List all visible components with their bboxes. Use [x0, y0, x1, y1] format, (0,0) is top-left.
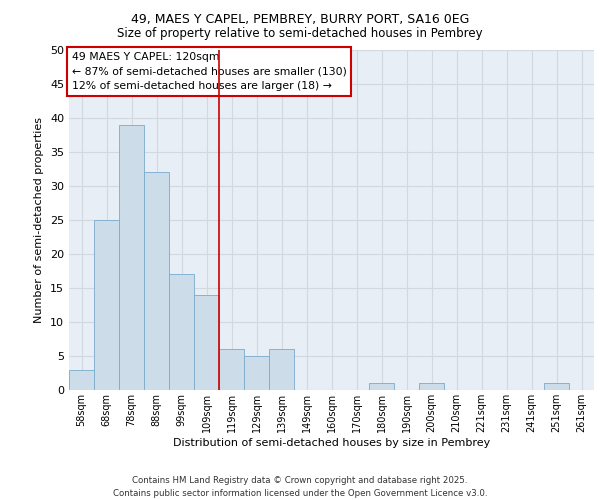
Bar: [169, 274, 194, 390]
Bar: [119, 125, 144, 390]
Text: Size of property relative to semi-detached houses in Pembrey: Size of property relative to semi-detach…: [117, 28, 483, 40]
Bar: [144, 172, 169, 390]
Bar: [94, 220, 119, 390]
Bar: [69, 370, 94, 390]
Bar: [219, 349, 244, 390]
Bar: [369, 383, 394, 390]
Bar: [194, 295, 219, 390]
Bar: [544, 383, 569, 390]
Bar: [269, 349, 294, 390]
Y-axis label: Number of semi-detached properties: Number of semi-detached properties: [34, 117, 44, 323]
Bar: [244, 356, 269, 390]
Text: 49 MAES Y CAPEL: 120sqm
← 87% of semi-detached houses are smaller (130)
12% of s: 49 MAES Y CAPEL: 120sqm ← 87% of semi-de…: [71, 52, 347, 92]
Text: Contains HM Land Registry data © Crown copyright and database right 2025.
Contai: Contains HM Land Registry data © Crown c…: [113, 476, 487, 498]
Text: 49, MAES Y CAPEL, PEMBREY, BURRY PORT, SA16 0EG: 49, MAES Y CAPEL, PEMBREY, BURRY PORT, S…: [131, 12, 469, 26]
X-axis label: Distribution of semi-detached houses by size in Pembrey: Distribution of semi-detached houses by …: [173, 438, 490, 448]
Bar: [419, 383, 444, 390]
